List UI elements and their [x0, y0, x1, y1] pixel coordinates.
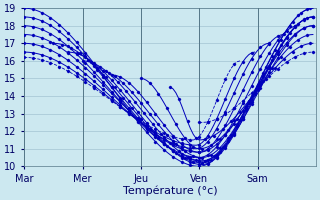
X-axis label: Température (°c): Température (°c)	[123, 185, 217, 196]
